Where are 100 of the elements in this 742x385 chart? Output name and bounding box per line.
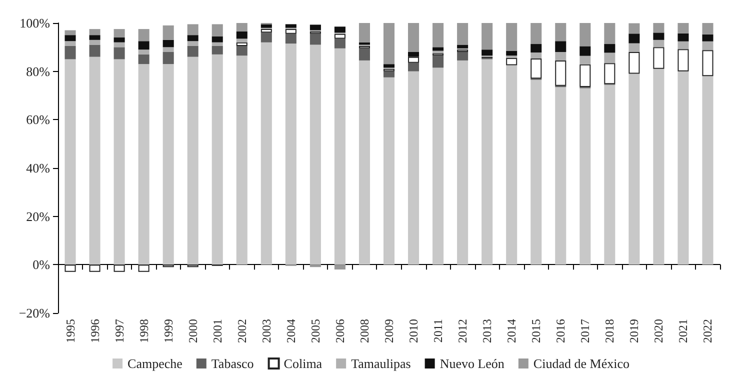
x-tick-label: 2020 <box>652 319 666 343</box>
bar <box>358 48 370 60</box>
bar <box>358 60 370 265</box>
bar <box>334 264 346 270</box>
bar <box>187 41 198 46</box>
bar <box>628 74 640 265</box>
bar <box>236 46 248 56</box>
bar <box>334 38 346 48</box>
bar <box>187 24 198 36</box>
bar <box>678 49 689 72</box>
bar <box>138 50 150 54</box>
y-tick-label: 100% <box>20 16 50 30</box>
x-tick-label: 1996 <box>88 319 102 343</box>
bar <box>555 52 566 60</box>
bar <box>64 264 76 272</box>
bar <box>653 23 664 33</box>
bar <box>678 41 689 50</box>
bar <box>383 71 395 78</box>
x-tick-label: 1998 <box>136 319 151 343</box>
bar <box>408 52 420 57</box>
bar <box>530 52 542 59</box>
bar <box>457 23 468 45</box>
bar <box>482 59 493 265</box>
bar <box>212 36 223 42</box>
x-tick-label: 2022 <box>700 319 715 343</box>
bar <box>432 47 444 51</box>
y-tick-label: −20% <box>18 306 50 320</box>
bar <box>530 80 542 265</box>
bar <box>187 56 198 265</box>
legend-label: Tabasco <box>211 356 254 371</box>
bar <box>628 23 640 34</box>
bar <box>506 50 518 56</box>
bar <box>408 23 420 52</box>
bar <box>114 29 125 38</box>
bar <box>506 65 518 265</box>
bar <box>89 40 100 45</box>
bar <box>702 23 714 34</box>
bar <box>236 38 248 42</box>
x-tick-label: 2008 <box>357 319 372 343</box>
bar <box>580 23 591 46</box>
bar <box>89 264 100 272</box>
bar <box>236 56 248 265</box>
bar <box>64 41 76 46</box>
bar <box>138 29 150 42</box>
bar <box>310 34 321 45</box>
bar <box>89 44 100 57</box>
bar <box>114 264 125 272</box>
bar <box>89 35 100 40</box>
x-tick-label: 2018 <box>602 319 617 343</box>
bar <box>212 46 223 54</box>
bar <box>114 42 125 48</box>
bar <box>285 44 296 265</box>
x-tick-label: 2002 <box>234 319 249 343</box>
bar <box>64 59 76 265</box>
bar <box>653 40 664 48</box>
bar <box>334 26 346 33</box>
bar <box>580 46 591 56</box>
bar <box>236 42 248 46</box>
bar <box>506 56 518 58</box>
bar <box>408 56 420 63</box>
bar <box>457 44 468 48</box>
bar <box>138 41 150 50</box>
bar <box>653 47 664 69</box>
bar <box>604 23 616 44</box>
bar <box>236 23 248 32</box>
bar <box>138 54 150 64</box>
x-tick-label: 2005 <box>308 319 322 343</box>
bar <box>260 32 272 42</box>
bar <box>89 29 100 36</box>
legend-label: Colima <box>284 356 322 371</box>
bar <box>162 47 174 52</box>
x-tick-label: 2021 <box>676 319 690 343</box>
x-tick-label: 2006 <box>332 319 347 343</box>
bar <box>162 64 174 265</box>
bar <box>555 23 566 42</box>
bar <box>482 23 493 50</box>
x-tick-label: 1995 <box>63 319 78 343</box>
bar <box>236 31 248 39</box>
bar <box>530 44 542 52</box>
y-tick-label: 40% <box>26 160 50 176</box>
legend-label: Nuevo León <box>440 356 505 371</box>
bar <box>530 23 542 44</box>
bar <box>383 64 395 68</box>
bar <box>89 56 100 265</box>
bar <box>457 52 468 60</box>
bar <box>408 71 420 265</box>
x-tick-label: 2001 <box>210 319 224 343</box>
x-tick-label: 2017 <box>578 319 592 343</box>
bar <box>678 71 689 265</box>
x-tick-label: 1997 <box>112 319 126 343</box>
x-tick-label: 2013 <box>480 319 494 343</box>
legend-label: Campeche <box>128 356 183 371</box>
bar <box>383 77 395 265</box>
bar <box>580 64 591 88</box>
x-tick-label: 2003 <box>259 319 274 343</box>
bar <box>260 29 272 33</box>
bar <box>114 47 125 60</box>
bar <box>64 30 76 36</box>
bar <box>604 84 616 265</box>
bar <box>628 34 640 44</box>
